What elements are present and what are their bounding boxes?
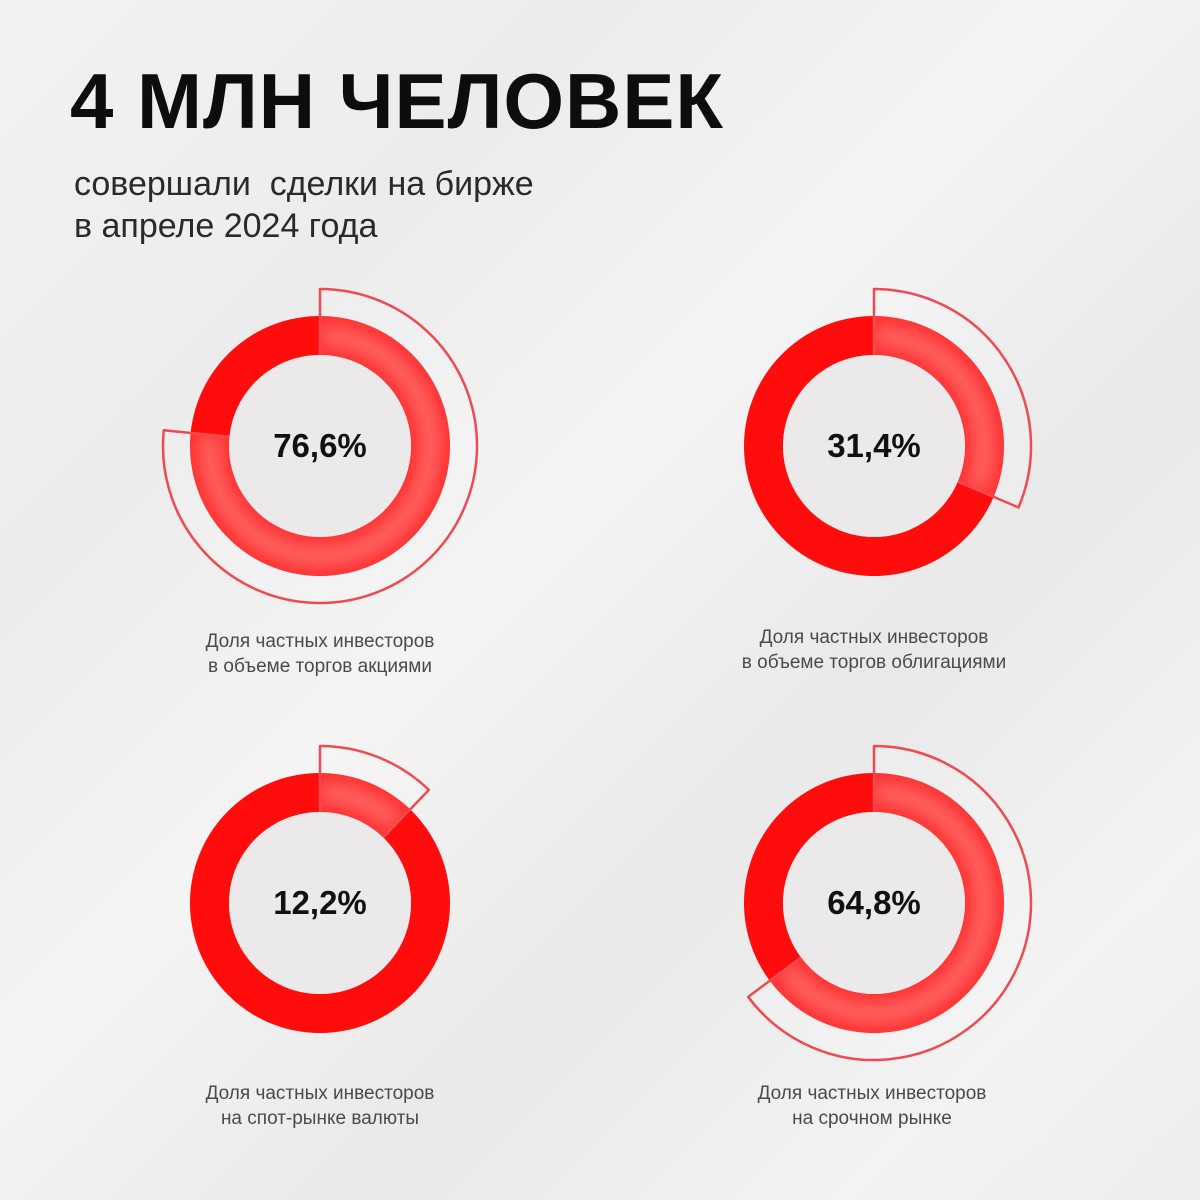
donut-center-derivatives	[783, 812, 965, 994]
caption-bonds-line-2: в объеме торгов облигациями	[741, 652, 1007, 673]
donut-center-stocks	[229, 355, 411, 537]
caption-derivatives-line-2: на срочном рынке	[792, 1108, 952, 1129]
donut-derivatives: 64,8%	[743, 744, 1033, 1062]
donut-center-bonds	[783, 355, 965, 537]
page-title: 4 МЛН ЧЕЛОВЕК	[70, 57, 724, 145]
subtitle-line-2: в апреле 2024 года	[74, 207, 378, 245]
subtitle-line-1: совершали сделки на бирже	[74, 165, 534, 203]
donut-ring-derivatives	[743, 773, 1004, 1033]
donut-ring-currency	[189, 773, 450, 1033]
caption-currency-line-2: на спот-рынке валюты	[220, 1108, 420, 1129]
donut-bonds: 31,4%	[743, 287, 1033, 576]
caption-stocks: Доля частных инвесторов в объеме торгов …	[120, 629, 520, 679]
percent-label-stocks: 76,6%	[273, 427, 367, 464]
page-subtitle: совершали сделки на бирже в апреле 2024 …	[74, 163, 534, 247]
caption-currency-line-1: Доля частных инвесторов	[205, 1083, 435, 1104]
percent-label-currency: 12,2%	[273, 884, 367, 921]
caption-derivatives: Доля частных инвесторов на срочном рынке	[672, 1081, 1072, 1131]
donut-currency: 12,2%	[189, 744, 450, 1033]
donut-ring-bonds	[743, 316, 1004, 576]
donut-stocks: 76,6%	[161, 287, 479, 605]
donut-ring-stocks	[189, 316, 450, 576]
caption-stocks-line-2: в объеме торгов акциями	[208, 656, 432, 677]
percent-label-derivatives: 64,8%	[827, 884, 921, 921]
caption-stocks-line-1: Доля частных инвесторов	[205, 631, 435, 652]
donut-center-currency	[229, 812, 411, 994]
caption-bonds-line-1: Доля частных инвесторов	[759, 627, 989, 648]
caption-currency: Доля частных инвесторов на спот-рынке ва…	[120, 1081, 520, 1131]
caption-bonds: Доля частных инвесторов в объеме торгов …	[674, 625, 1074, 675]
caption-derivatives-line-1: Доля частных инвесторов	[757, 1083, 987, 1104]
percent-label-bonds: 31,4%	[827, 427, 921, 464]
